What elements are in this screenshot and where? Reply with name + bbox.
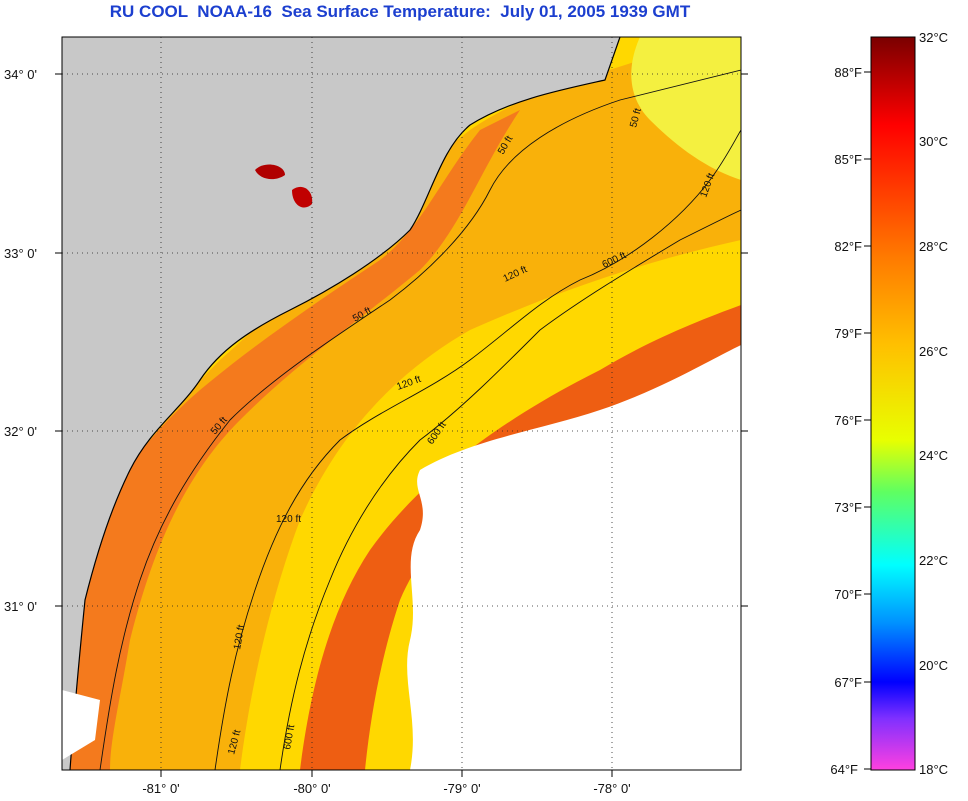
lat-label-32: 32° 0' xyxy=(4,424,37,439)
lat-label-31: 31° 0' xyxy=(4,599,37,614)
fahrenheit-label-79: 79°F xyxy=(834,326,862,341)
fahrenheit-label-70: 70°F xyxy=(834,587,862,602)
lon-label-81: -81° 0' xyxy=(142,781,179,796)
map-frame xyxy=(61,36,742,771)
bathymetry-contours xyxy=(99,69,741,770)
mid-shelf-water xyxy=(62,50,741,770)
map-title: RU COOL NOAA-16 Sea Surface Temperature:… xyxy=(109,2,691,21)
grid-lines xyxy=(62,37,741,770)
celsius-label-18: 18°C xyxy=(919,762,948,777)
contour-label-120ft-4: 120 ft xyxy=(232,624,247,651)
fahrenheit-label-82: 82°F xyxy=(834,239,862,254)
cloud-cover xyxy=(62,345,741,770)
celsius-label-30: 30°C xyxy=(919,134,948,149)
coastline xyxy=(69,37,621,770)
nearshore-water xyxy=(62,110,520,770)
celsius-label-22: 22°C xyxy=(919,553,948,568)
contour-label-600ft-3: 600 ft xyxy=(282,724,297,751)
celsius-label-32: 32°C xyxy=(919,30,948,45)
inland-lake-1 xyxy=(255,164,285,180)
lon-label-80: -80° 0' xyxy=(293,781,330,796)
celsius-label-20: 20°C xyxy=(919,658,948,673)
contour-label-120ft-3: 120 ft xyxy=(276,514,301,525)
contour-120ft xyxy=(214,129,741,770)
fahrenheit-label-64: 64°F xyxy=(830,762,858,777)
map-area xyxy=(62,37,741,770)
fahrenheit-label-88: 88°F xyxy=(834,65,862,80)
colorbar xyxy=(870,36,916,771)
fahrenheit-label-67: 67°F xyxy=(834,675,862,690)
land-mass xyxy=(62,37,620,770)
cape-fear-water xyxy=(631,37,741,180)
fahrenheit-label-73: 73°F xyxy=(834,500,862,515)
contour-600ft xyxy=(279,209,741,770)
celsius-label-26: 26°C xyxy=(919,344,948,359)
contour-50ft xyxy=(99,69,741,770)
gulf-stream-band xyxy=(300,305,741,770)
colorbar-ticks xyxy=(864,71,871,770)
celsius-label-24: 24°C xyxy=(919,448,948,463)
lat-label-33: 33° 0' xyxy=(4,246,37,261)
lat-label-34: 34° 0' xyxy=(4,67,37,82)
tick-marks xyxy=(55,73,748,777)
inland-lake-2 xyxy=(292,186,313,208)
fahrenheit-label-76: 76°F xyxy=(834,413,862,428)
contour-label-50ft-4: 50 ft xyxy=(628,107,644,129)
celsius-label-28: 28°C xyxy=(919,239,948,254)
lon-label-79: -79° 0' xyxy=(443,781,480,796)
fahrenheit-label-85: 85°F xyxy=(834,152,862,167)
lon-label-78: -78° 0' xyxy=(593,781,630,796)
